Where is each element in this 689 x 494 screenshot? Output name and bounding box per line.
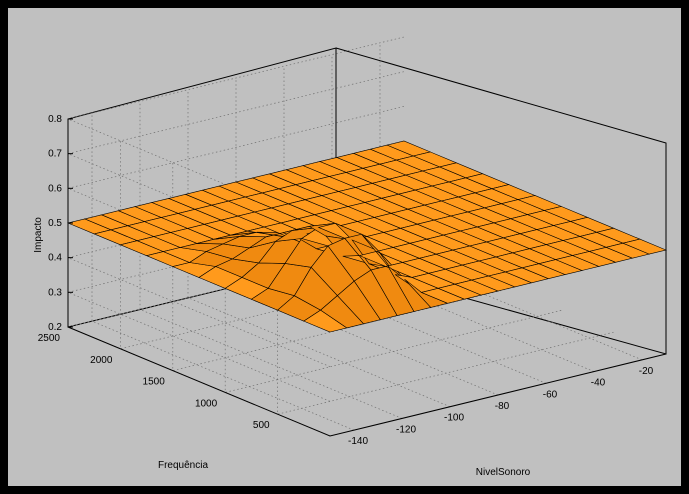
z-tick-label-4: 0.6 (48, 183, 62, 194)
x-tick-label-3: -80 (495, 401, 510, 412)
y-tick-label-1: 1000 (195, 398, 218, 409)
z-tick-label-5: 0.7 (48, 149, 62, 160)
y-axis-ticks: 500 1000 1500 2000 2500 (38, 333, 270, 431)
surface-patch-0-19 (622, 238, 667, 255)
x-tick-label-4: -60 (543, 389, 558, 400)
x-axis-title: NivelSonoro (476, 467, 531, 478)
z-axis-ticks: 0.2 0.3 0.4 0.5 0.6 0.7 0.8 (48, 114, 73, 333)
x-tick-label-6: -20 (639, 366, 654, 377)
x-tick-label-2: -100 (444, 413, 464, 424)
back-wall-right (335, 47, 667, 355)
z-tick-label-0: 0.2 (48, 322, 62, 333)
z-tick-label-2: 0.4 (48, 253, 62, 264)
z-tick-label-1: 0.3 (48, 287, 62, 298)
z-tick-label-6: 0.8 (48, 114, 62, 125)
x-tick-label-1: -120 (396, 424, 416, 435)
x-axis-ticks: -140 -120 -100 -80 -60 -40 -20 (348, 366, 654, 447)
axis-front-left-edge (67, 326, 667, 437)
y-axis-title: Frequência (158, 460, 208, 471)
x-tick-label-5: -40 (591, 378, 606, 389)
y-tick-label-0: 500 (253, 420, 270, 431)
z-axis-title: Impacto (33, 217, 44, 253)
x-tick-label-0: -140 (348, 436, 368, 447)
z-tick-label-3: 0.5 (48, 218, 62, 229)
y-tick-label-2: 1500 (143, 377, 166, 388)
y-tick-label-3: 2000 (90, 355, 113, 366)
y-tick-label-4: 2500 (38, 333, 61, 344)
surface-mesh (67, 140, 667, 333)
